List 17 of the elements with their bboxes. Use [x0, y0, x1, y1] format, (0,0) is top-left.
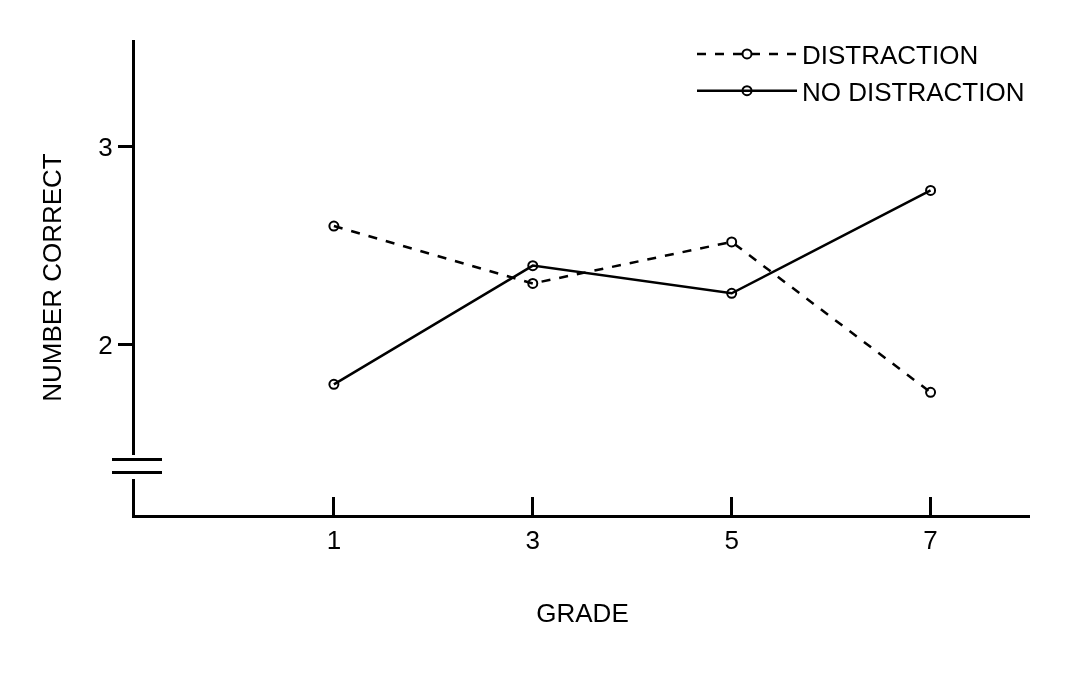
point — [925, 386, 937, 398]
x-tick-label: 3 — [525, 525, 541, 556]
y-tick-label: 2 — [98, 329, 113, 360]
x-axis-title: GRADE — [536, 597, 629, 628]
point — [527, 260, 539, 272]
x-tick-label: 5 — [724, 525, 739, 556]
point — [726, 287, 738, 299]
x-tick-label: 7 — [923, 525, 938, 556]
legend-label: DISTRACTION — [802, 40, 979, 71]
point — [925, 184, 937, 196]
point — [726, 236, 738, 248]
x-tick-label: 1 — [326, 525, 342, 556]
y-axis-title: NUMBER CORRECT — [36, 153, 67, 402]
point — [328, 220, 340, 232]
point — [328, 378, 340, 390]
legend-label: NO DISTRACTION — [802, 76, 1025, 107]
point — [527, 277, 539, 289]
